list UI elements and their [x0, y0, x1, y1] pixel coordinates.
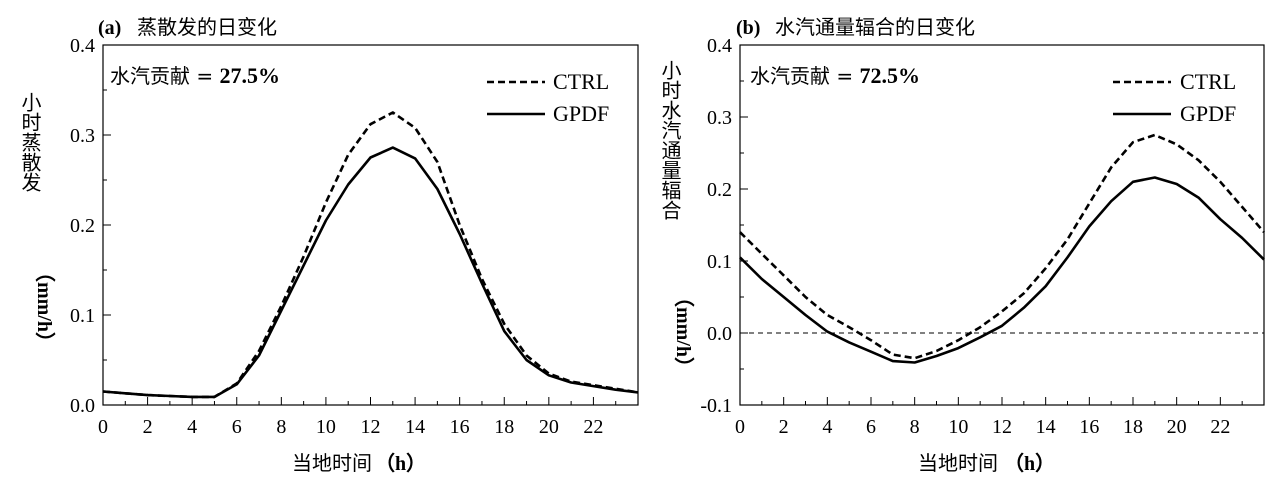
panel-a-legend-gpdf-label: GPDF	[553, 101, 609, 126]
panel-b-contribution: 水汽贡献 = 72.5%	[750, 63, 920, 88]
panel-a: (a) 蒸散发的日变化 0 2 4 6 8 10 12 14 16 18 20 22 0.0 0.1 0.2…	[18, 15, 639, 475]
panel-b-x-tick-label: 20	[1167, 416, 1187, 438]
panel-b-plot-frame	[739, 44, 1265, 406]
panel-a-x-axis-title: 当地时间 （h）	[292, 451, 426, 475]
panel-a-x-tick-label: 18	[494, 416, 514, 438]
panel-a-x-tick-label: 14	[405, 416, 425, 438]
panel-b-x-tick-label: 0	[735, 416, 745, 438]
panel-a-y-tick-label: 0.3	[70, 125, 95, 147]
panel-b-series-gpdf-line	[739, 176, 1265, 364]
panel-a-series-gpdf-line	[102, 146, 639, 399]
panel-b-legend: CTRL GPDF	[1113, 69, 1236, 126]
panel-a-series	[102, 111, 639, 399]
panel-b-x-tick-label: 8	[910, 416, 920, 438]
panel-b-y-tick-label: -0.1	[700, 395, 732, 417]
panel-a-x-tick-label: 6	[232, 416, 242, 438]
panel-a-x-axis-label: 当地时间	[292, 451, 372, 475]
panel-a-x-tick-label: 12	[361, 416, 381, 438]
panel-b: (b) 水汽通量辐合的日变化 0 2 4 6 8 10 12 14 16 18 20 22 -0.1 0.…	[658, 15, 1265, 475]
panel-a-title: 蒸散发的日变化	[137, 15, 277, 39]
panel-a-contribution: 水汽贡献 = 27.5%	[110, 63, 280, 88]
panel-b-y-tick-label: 0.3	[707, 107, 732, 129]
panel-a-y-tick-label: 0.0	[70, 395, 95, 417]
panel-a-y-axis-title: 小时蒸散发 （mm/h）	[18, 92, 56, 352]
panel-a-y-tick-label: 0.4	[70, 35, 95, 57]
panel-b-y-tick-label: 0.1	[707, 251, 732, 273]
panel-b-x-tick-label: 6	[866, 416, 876, 438]
panel-b-x-tick-label: 22	[1210, 416, 1230, 438]
panel-b-contribution-value: 72.5%	[859, 63, 920, 88]
panel-b-y-tick-label: 0.0	[707, 323, 732, 345]
panel-a-plot-frame	[102, 44, 639, 406]
panel-b-x-tick-label: 10	[948, 416, 968, 438]
panel-a-y-axis-unit: （mm/h）	[33, 262, 56, 352]
panel-a-legend-ctrl-label: CTRL	[553, 69, 609, 94]
panel-b-ticks: 0 2 4 6 8 10 12 14 16 18 20 22 -0.1 0.0 0.1 0.2 0.3 0.4	[700, 35, 1265, 438]
panel-b-title: 水汽通量辐合的日变化	[775, 15, 975, 39]
panel-a-x-tick-label: 8	[276, 416, 286, 438]
panel-b-y-axis-title: 小时水汽通量辐合 （mm/h）	[658, 60, 695, 377]
panel-a-x-tick-label: 10	[316, 416, 336, 438]
panel-b-x-tick-label: 18	[1123, 416, 1143, 438]
panel-b-x-axis-label: 当地时间	[918, 451, 998, 475]
panel-a-x-tick-label: 2	[143, 416, 153, 438]
panel-a-contribution-value: 27.5%	[219, 63, 280, 88]
panel-b-x-tick-label: 12	[992, 416, 1012, 438]
panel-a-x-tick-label: 4	[187, 416, 197, 438]
panel-b-contribution-prefix: 水汽贡献 =	[750, 64, 859, 88]
panel-b-legend-gpdf-label: GPDF	[1180, 101, 1236, 126]
panel-a-x-tick-label: 0	[98, 416, 108, 438]
panel-b-y-tick-label: 0.2	[707, 179, 732, 201]
panel-a-legend: CTRL GPDF	[487, 69, 609, 126]
panel-b-x-tick-label: 14	[1036, 416, 1056, 438]
panel-b-x-axis-title: 当地时间 （h）	[918, 451, 1055, 475]
panel-b-x-tick-label: 2	[779, 416, 789, 438]
panel-a-y-tick-label: 0.2	[70, 215, 95, 237]
panel-b-series	[739, 133, 1265, 364]
panel-b-x-axis-unit: （h）	[1004, 452, 1055, 475]
panel-a-x-axis-unit: （h）	[375, 452, 426, 475]
panel-a-y-tick-label: 0.1	[70, 305, 95, 327]
panel-b-y-tick-label: 0.4	[707, 35, 732, 57]
panel-b-y-axis-unit: （mm/h）	[672, 287, 695, 377]
panel-a-x-tick-label: 22	[583, 416, 603, 438]
panel-b-x-tick-label: 16	[1079, 416, 1099, 438]
panel-a-label: (a)	[98, 17, 121, 39]
panel-b-y-axis-label: 小时水汽通量辐合	[658, 60, 682, 220]
panel-a-x-tick-label: 20	[539, 416, 559, 438]
panel-a-y-axis-label: 小时蒸散发	[18, 92, 42, 192]
panel-b-x-tick-label: 4	[822, 416, 832, 438]
panel-b-label: (b)	[736, 17, 760, 39]
panel-a-ticks: 0 2 4 6 8 10 12 14 16 18 20 22 0.0 0.1 0.2 0.3 0.4	[70, 35, 639, 438]
panel-a-contribution-prefix: 水汽贡献 =	[110, 64, 219, 88]
panel-a-series-ctrl-line	[102, 111, 639, 399]
panel-b-legend-ctrl-label: CTRL	[1180, 69, 1236, 94]
panel-a-x-tick-label: 16	[450, 416, 470, 438]
